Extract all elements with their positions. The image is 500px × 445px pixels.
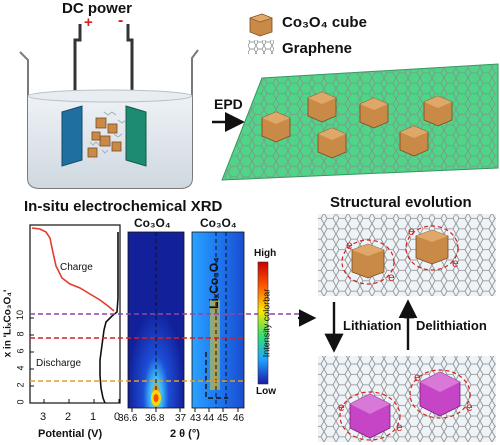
delithiation-label: Delithiation [414,318,489,333]
evolution-top-cube-1 [351,243,385,279]
map2-tick-44: 44 [203,413,215,424]
legend-graphene-label: Graphene [282,40,353,57]
potential-tick-3: 3 [40,411,47,423]
suspended-cubes [87,117,122,158]
evolution-bottom-cube-1 [349,393,391,439]
y-tick-0: 0 [15,399,26,405]
electron-2: e [388,270,395,284]
xrd-map-2-image [191,231,245,409]
y-tick-4: 4 [15,365,26,371]
y-tick-8: 8 [15,331,26,337]
evolution-top-cube-2 [415,229,449,265]
potential-xlabel: Potential (V) [38,428,103,440]
electron-8: e [466,400,473,414]
map2-title: Co₃O₄ [200,216,237,230]
charge-curve [31,227,115,312]
y-tick-6: 6 [15,348,26,354]
lixco3o4-phase-label: LiₓCo₃O₄ [206,257,221,309]
map1-title: Co₃O₄ [134,216,171,230]
electron-1: e [346,238,353,252]
discharge-label: Discharge [36,358,82,369]
graphene-sheet-panel [221,63,499,181]
electron-5: e [338,400,345,414]
structural-evolution [318,214,496,442]
y-tick-10: 10 [15,309,26,321]
electron-6: e [396,420,403,434]
potential-tick-2: 2 [65,411,72,423]
map2-tick-43: 43 [190,413,202,424]
x-in-lixco3o4-axis-label: x in 'LiₓCo₃O₄' [2,289,14,358]
electrode-left [61,105,83,167]
electron-4: e [452,256,459,270]
phase-bracket [205,352,228,399]
epd-setup [8,20,220,189]
map1-tick-36-8: 36.8 [145,413,165,424]
suspended-graphene [89,111,127,154]
dc-power-label: DC power [62,0,133,17]
map2-tick-46: 46 [233,413,245,424]
minus-sign: - [118,12,124,29]
charge-label: Charge [60,262,93,273]
xrd-map-2 [191,231,245,412]
two-theta-label: 2 θ (°) [170,428,200,440]
xrd-map-1 [127,231,185,412]
intensity-colorbar [257,261,269,385]
potential-tick-1: 1 [90,411,97,423]
legend-cube-label: Co₃O₄ cube [282,14,367,31]
plus-sign: + [84,14,93,31]
xrd-title: In-situ electrochemical XRD [24,198,223,215]
legend-graphene-icon [248,40,274,54]
power-bar [8,20,220,32]
epd-label: EPD [214,96,243,112]
y-tick-2: 2 [15,382,26,388]
map2-tick-45: 45 [217,413,229,424]
electrode-right [125,105,147,167]
map1-tick-37: 37 [175,413,187,424]
evolution-bottom-cube-2 [419,371,461,417]
anchored-cubes [261,91,453,159]
wire-right [126,24,134,112]
evolution-title: Structural evolution [330,194,472,211]
colorbar-low: Low [256,386,276,397]
colorbar-title: Intensity colorbar [261,288,272,358]
electron-7: e [414,370,421,384]
map1-tick-36-6: 36.6 [118,413,138,424]
wire-left [73,24,82,112]
electron-3: e [408,224,415,238]
lithiation-label: Lithiation [341,318,404,333]
colorbar-high: High [254,248,277,259]
legend [248,13,274,54]
potential-tick-0: 0 [114,411,121,423]
